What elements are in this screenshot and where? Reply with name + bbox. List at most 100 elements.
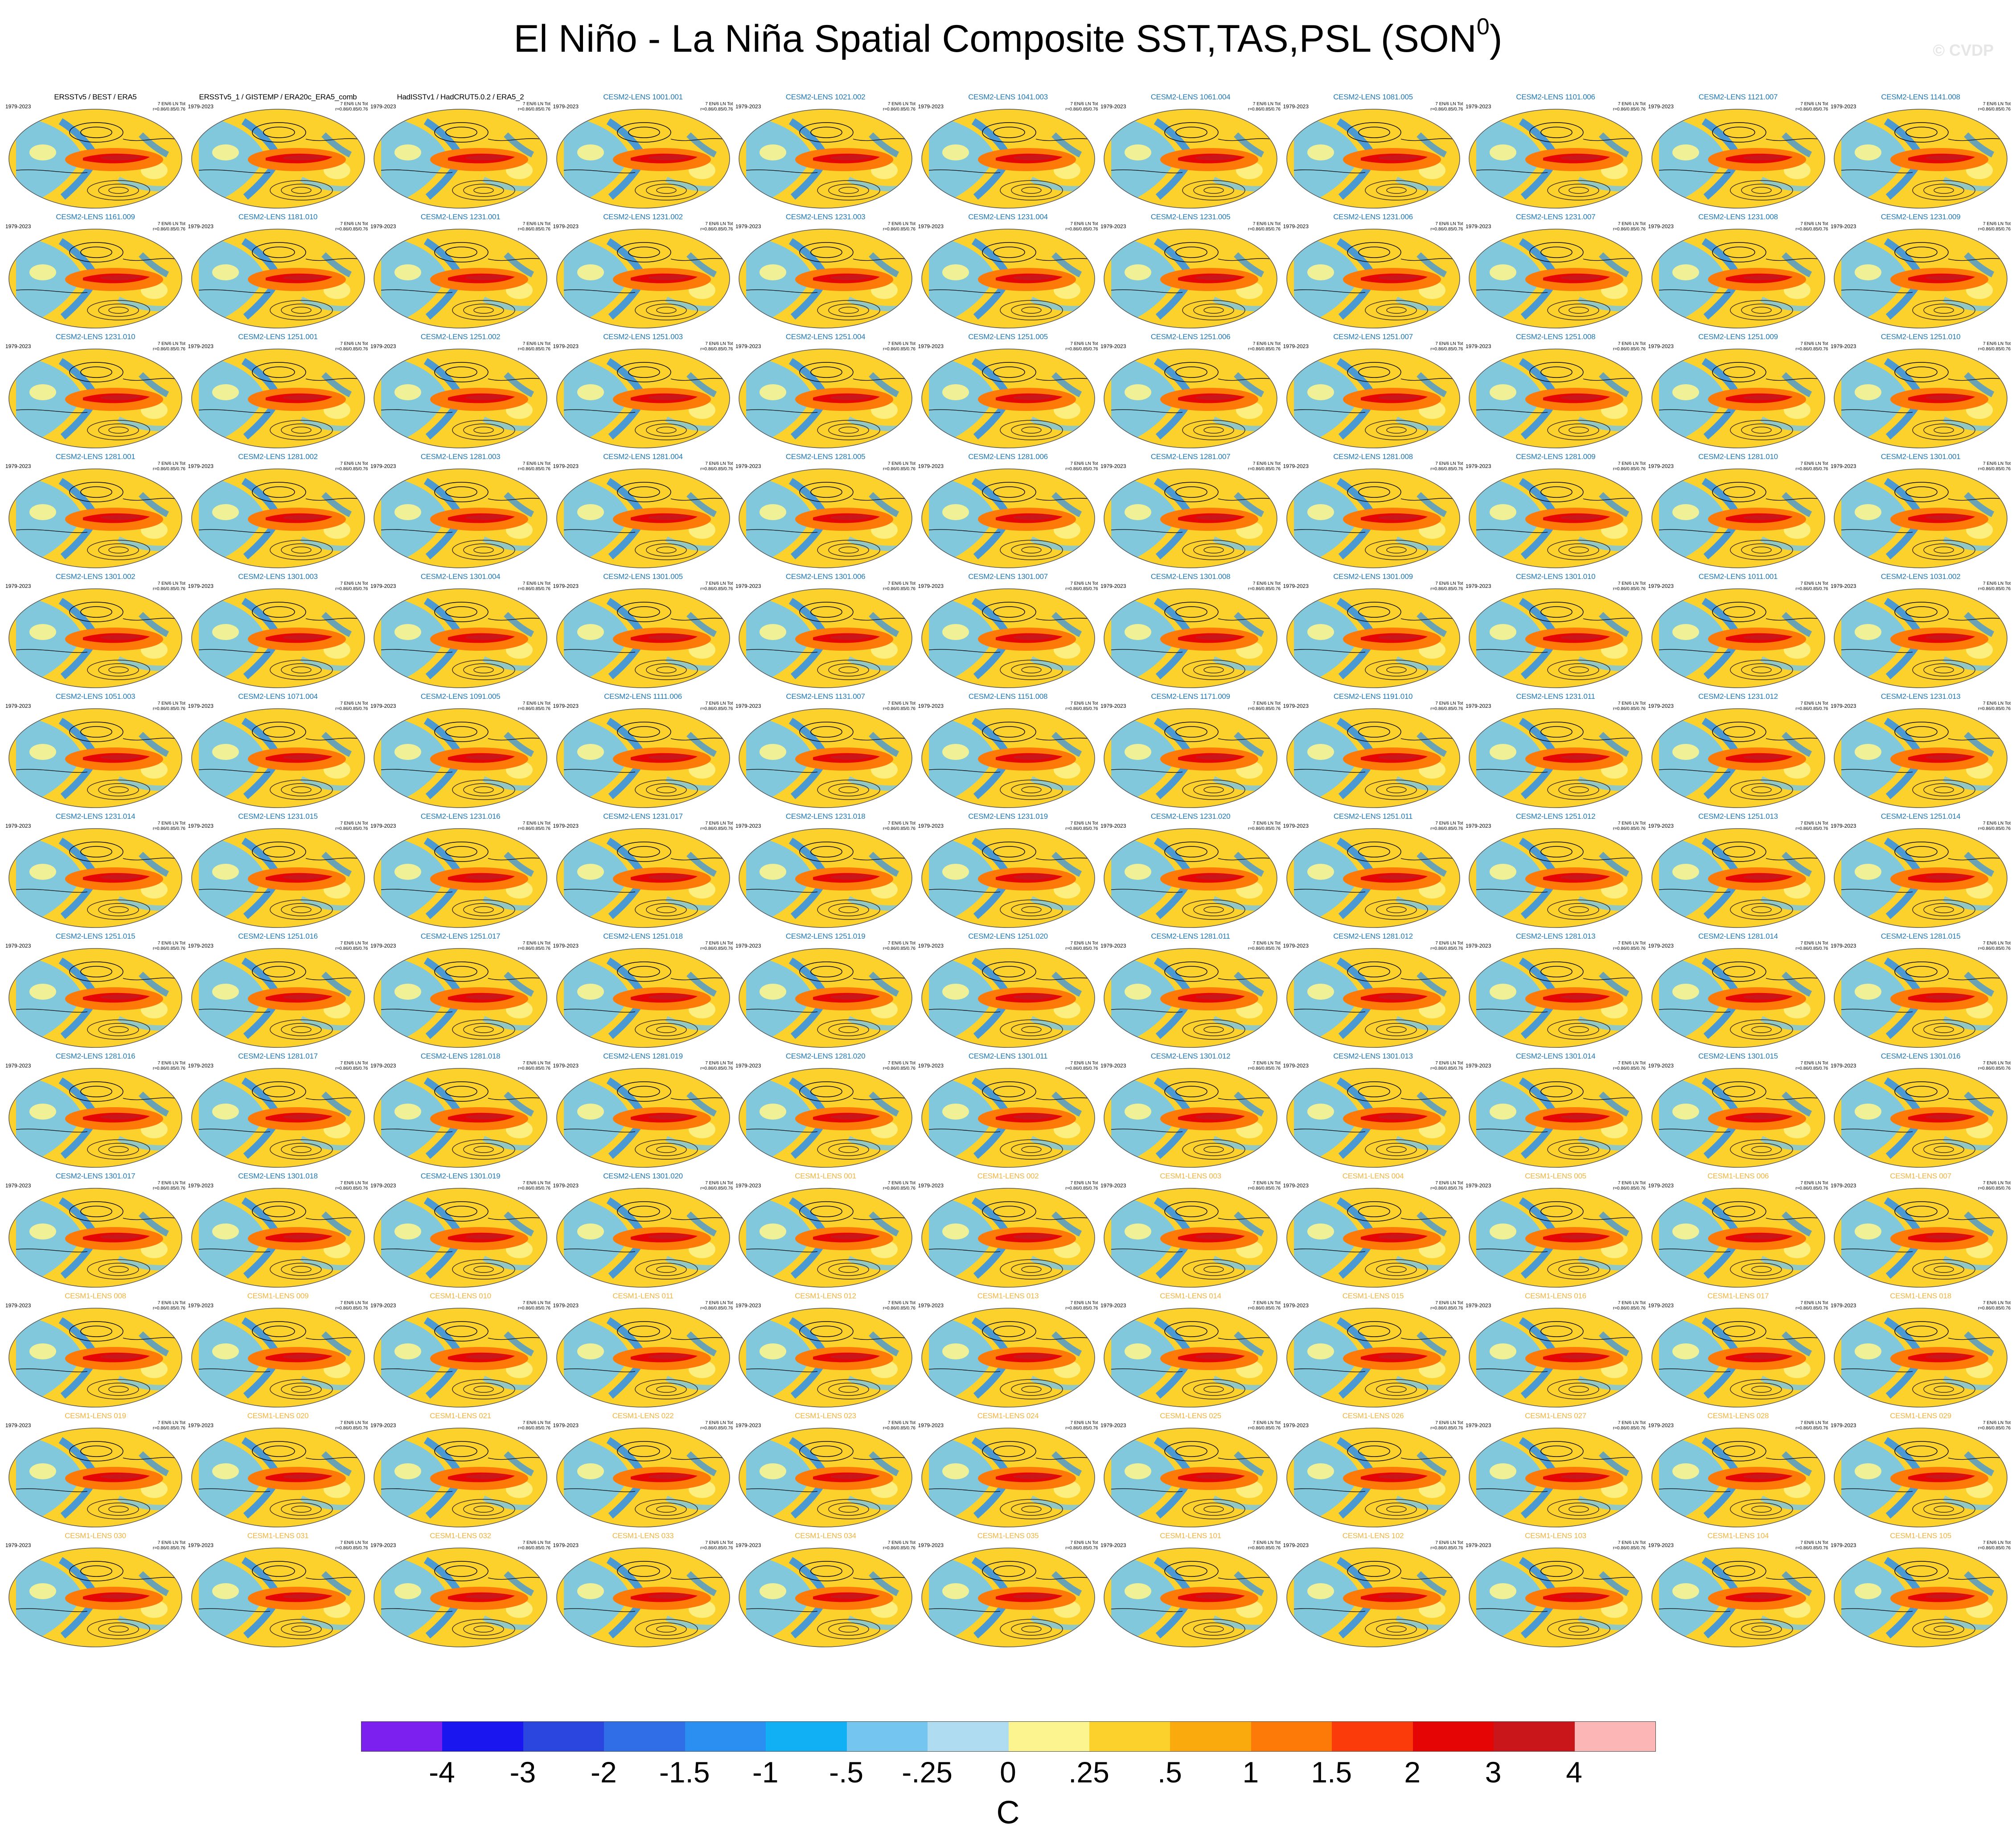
panel-stats: 7 EN/6 LN Tot r=0.86/0.85/0.76 <box>1795 102 1828 112</box>
panel-years: 1979-2023 <box>1283 223 1309 230</box>
colorbar-tick-label: .5 <box>1157 1756 1182 1789</box>
composite-map <box>8 588 182 688</box>
panel-years: 1979-2023 <box>1648 823 1674 829</box>
panel-title: CESM2-LENS 1251.008 <box>1515 333 1596 341</box>
panel-title: CESM2-LENS 1281.007 <box>1150 452 1231 461</box>
composite-map <box>374 109 547 209</box>
panel-title: CESM1-LENS 015 <box>1342 1292 1404 1300</box>
colorbar-tick-label: 0 <box>1000 1756 1016 1789</box>
map-panel: CESM2-LENS 1231.001 1979-2023 7 EN/6 LN To… <box>370 213 551 333</box>
map-panel: CESM2-LENS 1251.017 1979-2023 7 EN/6 LN To… <box>370 932 551 1052</box>
panel-years: 1979-2023 <box>1466 703 1491 709</box>
composite-map <box>1651 1548 1825 1647</box>
panel-years: 1979-2023 <box>1466 583 1491 589</box>
composite-map <box>739 1428 912 1527</box>
panel-stats: 7 EN/6 LN Tot r=0.86/0.85/0.76 <box>1795 461 1828 472</box>
composite-map <box>1469 1428 1642 1527</box>
panel-title: CESM2-LENS 1301.019 <box>420 1172 501 1180</box>
panel-title: CESM2-LENS 1041.003 <box>968 93 1048 101</box>
panel-stats: 7 EN/6 LN Tot r=0.86/0.85/0.76 <box>1978 821 2011 831</box>
composite-map <box>739 349 912 448</box>
colorbar-tick-label: 2 <box>1404 1756 1421 1789</box>
map-panel: CESM2-LENS 1231.009 1979-2023 7 EN/6 LN To… <box>1830 213 2012 333</box>
panel-stats: 7 EN/6 LN Tot r=0.86/0.85/0.76 <box>883 581 916 591</box>
panel-stats: 7 EN/6 LN Tot r=0.86/0.85/0.76 <box>1430 222 1463 232</box>
panel-years: 1979-2023 <box>1466 1182 1491 1189</box>
panel-title: CESM1-LENS 005 <box>1525 1172 1586 1180</box>
figure-title-text: El Niño - La Niña Spatial Composite SST,… <box>513 17 1477 60</box>
panel-title: CESM2-LENS 1301.015 <box>1698 1052 1778 1060</box>
colorbar-swatch <box>1412 1722 1494 1751</box>
panel-years: 1979-2023 <box>5 343 31 349</box>
composite-map <box>374 1428 547 1527</box>
panel-years: 1979-2023 <box>553 1542 579 1548</box>
colorbar-tick-label: 1.5 <box>1311 1756 1352 1789</box>
panel-years: 1979-2023 <box>188 223 214 230</box>
map-panel: CESM2-LENS 1251.002 1979-2023 7 EN/6 LN To… <box>370 333 551 453</box>
panel-stats: 7 EN/6 LN Tot r=0.86/0.85/0.76 <box>700 341 733 352</box>
map-panel: CESM2-LENS 1301.015 1979-2023 7 EN/6 LN To… <box>1647 1052 1829 1172</box>
panel-title: CESM2-LENS 1121.007 <box>1698 93 1778 101</box>
map-panel: CESM2-LENS 1281.004 1979-2023 7 EN/6 LN To… <box>552 452 734 573</box>
panel-stats: 7 EN/6 LN Tot r=0.86/0.85/0.76 <box>517 1301 550 1311</box>
panel-stats: 7 EN/6 LN Tot r=0.86/0.85/0.76 <box>1978 1301 2011 1311</box>
composite-map <box>1286 468 1460 568</box>
composite-map <box>1286 708 1460 808</box>
panel-title: CESM2-LENS 1251.018 <box>603 932 683 940</box>
panel-title: CESM2-LENS 1281.013 <box>1515 932 1596 940</box>
composite-map <box>1651 349 1825 448</box>
map-panel: CESM2-LENS 1251.004 1979-2023 7 EN/6 LN To… <box>735 333 916 453</box>
composite-map <box>1286 828 1460 928</box>
panel-title: CESM1-LENS 021 <box>430 1412 491 1420</box>
panel-stats: 7 EN/6 LN Tot r=0.86/0.85/0.76 <box>700 222 733 232</box>
panel-stats: 7 EN/6 LN Tot r=0.86/0.85/0.76 <box>700 461 733 472</box>
panel-title: CESM2-LENS 1231.016 <box>420 812 501 821</box>
colorbar-tick-label: -1.5 <box>659 1756 710 1789</box>
panel-title: CESM2-LENS 1301.001 <box>1881 452 1961 461</box>
panel-years: 1979-2023 <box>370 943 396 949</box>
composite-map <box>739 468 912 568</box>
panel-stats: 7 EN/6 LN Tot r=0.86/0.85/0.76 <box>517 941 550 951</box>
colorbar-tick-label: 4 <box>1566 1756 1582 1789</box>
panel-stats: 7 EN/6 LN Tot r=0.86/0.85/0.76 <box>1248 1301 1281 1311</box>
composite-map <box>556 708 730 808</box>
map-panel: CESM1-LENS 006 1979-2023 7 EN/6 LN Tot r=0… <box>1647 1172 1829 1292</box>
panel-title: CESM2-LENS 1231.012 <box>1698 692 1778 701</box>
map-panel: CESM1-LENS 026 1979-2023 7 EN/6 LN Tot r=0… <box>1282 1412 1464 1532</box>
panel-stats: 7 EN/6 LN Tot r=0.86/0.85/0.76 <box>1248 222 1281 232</box>
composite-map <box>556 349 730 448</box>
panel-title: CESM1-LENS 018 <box>1890 1292 1951 1300</box>
composite-map <box>191 708 365 808</box>
panel-title: CESM2-LENS 1091.005 <box>420 692 501 701</box>
panel-years: 1979-2023 <box>1100 343 1126 349</box>
composite-map <box>556 109 730 209</box>
panel-years: 1979-2023 <box>918 943 944 949</box>
colorbar-tick-label: -1 <box>752 1756 779 1789</box>
panel-stats: 7 EN/6 LN Tot r=0.86/0.85/0.76 <box>1613 1061 1646 1071</box>
panel-stats: 7 EN/6 LN Tot r=0.86/0.85/0.76 <box>517 461 550 472</box>
panel-title: CESM2-LENS 1051.003 <box>55 692 135 701</box>
panel-stats: 7 EN/6 LN Tot r=0.86/0.85/0.76 <box>335 1181 368 1191</box>
panel-stats: 7 EN/6 LN Tot r=0.86/0.85/0.76 <box>517 1181 550 1191</box>
panel-title: CESM1-LENS 029 <box>1890 1412 1951 1420</box>
panel-years: 1979-2023 <box>1466 1063 1491 1069</box>
panel-title: CESM1-LENS 034 <box>795 1531 856 1540</box>
composite-map <box>1834 1548 2008 1647</box>
panel-stats: 7 EN/6 LN Tot r=0.86/0.85/0.76 <box>517 102 550 112</box>
figure-title-superscript: 0 <box>1476 14 1490 40</box>
panel-title: CESM1-LENS 014 <box>1160 1292 1221 1300</box>
composite-map <box>556 1308 730 1408</box>
map-panel: CESM2-LENS 1281.010 1979-2023 7 EN/6 LN To… <box>1647 452 1829 573</box>
panel-stats: 7 EN/6 LN Tot r=0.86/0.85/0.76 <box>152 1061 185 1071</box>
panel-title: CESM1-LENS 022 <box>612 1412 674 1420</box>
composite-map <box>556 1068 730 1168</box>
map-panel: CESM1-LENS 104 1979-2023 7 EN/6 LN Tot r=0… <box>1647 1531 1829 1652</box>
panel-years: 1979-2023 <box>918 1422 944 1429</box>
composite-map <box>374 708 547 808</box>
panel-stats: 7 EN/6 LN Tot r=0.86/0.85/0.76 <box>1430 1181 1463 1191</box>
panel-title: CESM2-LENS 1281.005 <box>785 452 866 461</box>
panel-stats: 7 EN/6 LN Tot r=0.86/0.85/0.76 <box>517 222 550 232</box>
panel-title: CESM1-LENS 013 <box>977 1292 1039 1300</box>
panel-stats: 7 EN/6 LN Tot r=0.86/0.85/0.76 <box>335 341 368 352</box>
panel-years: 1979-2023 <box>1283 463 1309 469</box>
